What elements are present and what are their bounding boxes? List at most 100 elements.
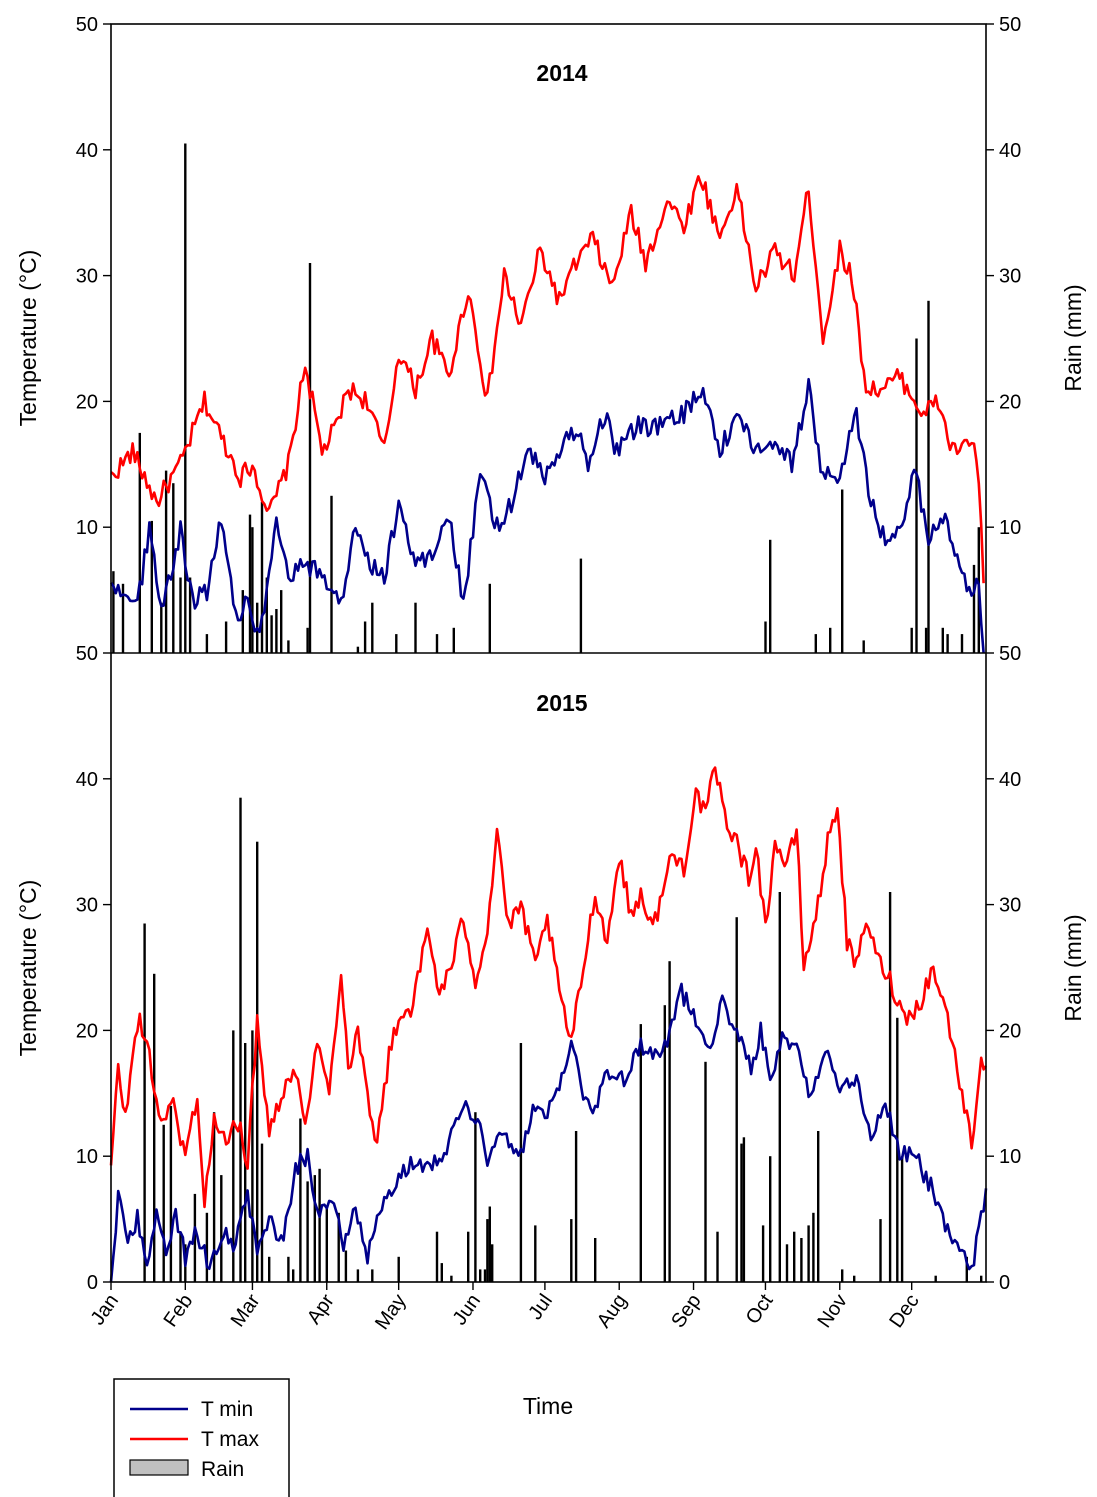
ylabel-left-2015: Temperature (°C) xyxy=(15,880,41,1057)
rain-bar xyxy=(814,634,817,653)
rain-bar xyxy=(479,1269,482,1282)
rain-bar xyxy=(280,590,283,653)
rain-bar xyxy=(169,1105,173,1282)
y-tick-label-right: 40 xyxy=(999,769,1021,791)
rain-bar xyxy=(807,1225,810,1282)
rain-bar xyxy=(112,571,115,653)
rain-bar xyxy=(910,627,913,653)
rain-bar xyxy=(224,621,228,653)
rain-bar xyxy=(371,1269,374,1282)
rain-bar xyxy=(153,973,156,1282)
rain-bar xyxy=(467,1231,470,1282)
rain-bar xyxy=(193,1193,197,1282)
rain-bar xyxy=(639,1024,642,1282)
rain-bar xyxy=(287,640,290,653)
y-tick-label-left: 30 xyxy=(76,266,98,288)
rain-bar xyxy=(318,1168,321,1282)
rain-bar xyxy=(299,1118,302,1282)
x-axis-ticks: Jan Feb Mar Apr May Jun Jul Aug Sep Oct Nov Dec xyxy=(87,1282,924,1334)
rain-bar xyxy=(256,841,259,1282)
y-tick-label-left: 0 xyxy=(87,1272,98,1294)
ylabel-left-2014: Temperature (°C) xyxy=(15,250,41,427)
rain-bar xyxy=(927,300,930,653)
rain-bar xyxy=(888,892,892,1282)
x-tick-label: Jun xyxy=(449,1290,486,1329)
rain-bar xyxy=(306,1181,309,1282)
rain-bar xyxy=(414,602,417,653)
y-tick-label-left: 50 xyxy=(76,643,98,665)
rain-bar xyxy=(879,1219,882,1282)
y-tick-label-right: 10 xyxy=(999,1146,1021,1168)
x-tick-label: Jan xyxy=(87,1290,124,1329)
x-tick-label: Jul xyxy=(524,1290,557,1324)
rain-bar xyxy=(829,627,832,653)
rain-bar xyxy=(483,1269,487,1282)
rain-bar xyxy=(344,1250,348,1282)
rain-bar xyxy=(579,558,583,653)
rain-bar xyxy=(946,634,949,653)
rain-bar xyxy=(812,1212,815,1282)
y-tick-label-right: 0 xyxy=(999,1272,1010,1294)
rain-bar xyxy=(121,583,125,653)
panel-title-2015: 2015 xyxy=(536,690,587,716)
rain-bar xyxy=(188,577,192,653)
y-tick-label-right: 50 xyxy=(999,643,1021,665)
x-tick-label: Mar xyxy=(227,1290,265,1331)
left-axis-ticks-2014: 50 40 30 20 10 50 xyxy=(76,14,111,665)
y-tick-label-left: 10 xyxy=(76,517,98,539)
tmin-line-2014 xyxy=(109,377,985,654)
rain-bar xyxy=(740,1143,743,1282)
rain-bar xyxy=(260,502,264,653)
rain-bar xyxy=(519,1043,523,1282)
rain-bar xyxy=(371,602,374,653)
right-axis-ticks-2015: 0 10 20 30 40 xyxy=(986,769,1021,1294)
panel-2014: 2014 50 40 30 20 10 50 50 40 30 20 10 50 Temperatu… xyxy=(15,14,1086,665)
rain-bar xyxy=(474,1112,477,1282)
x-tick-label: Sep xyxy=(667,1290,705,1332)
rain-bar xyxy=(534,1225,537,1282)
rain-bar xyxy=(248,514,252,653)
rain-bar xyxy=(769,539,772,653)
rain-bar xyxy=(397,1256,400,1282)
rain-bar xyxy=(275,609,278,653)
rain-bar xyxy=(668,961,671,1282)
rain-bar xyxy=(764,621,767,653)
rain-bar xyxy=(270,615,273,653)
rain-bar xyxy=(292,1269,295,1282)
tmin-line-2015 xyxy=(109,982,988,1283)
rain-bar xyxy=(251,527,254,653)
rain-bar xyxy=(778,892,781,1282)
rain-bar xyxy=(742,1137,746,1282)
panel-title-2014: 2014 xyxy=(536,60,587,86)
rain-bar xyxy=(570,1219,573,1282)
x-tick-label: Dec xyxy=(885,1290,923,1332)
rain-bar xyxy=(241,590,244,653)
y-tick-label-left: 50 xyxy=(76,14,98,36)
rain-bar xyxy=(817,1131,820,1282)
rain-bar xyxy=(265,577,268,653)
rain-bar xyxy=(862,640,865,653)
rain-bar xyxy=(960,634,964,653)
y-tick-label-left: 20 xyxy=(76,391,98,413)
ylabel-right-2015: Rain (mm) xyxy=(1060,914,1086,1021)
rain-bar xyxy=(337,1212,340,1282)
x-tick-label: Apr xyxy=(303,1290,339,1328)
rain-bar xyxy=(356,646,360,653)
y-tick-label-left: 40 xyxy=(76,140,98,162)
rain-bar xyxy=(924,627,928,653)
rain-bar xyxy=(356,1269,360,1282)
rain-bar xyxy=(435,634,439,653)
rain-bar xyxy=(179,1231,182,1282)
rain-bar xyxy=(164,470,168,653)
rain-bar xyxy=(785,1244,789,1282)
rain-bar xyxy=(212,1112,216,1282)
legend-tmax-label: T max xyxy=(201,1428,259,1451)
rain-bar xyxy=(184,143,187,653)
ylabel-right-2014: Rain (mm) xyxy=(1060,284,1086,391)
rain-bar xyxy=(965,1256,968,1282)
rain-bar xyxy=(450,1275,453,1282)
tmax-line-2014 xyxy=(110,175,985,584)
rain-bar xyxy=(268,1256,271,1282)
x-axis-title: Time xyxy=(523,1393,573,1419)
